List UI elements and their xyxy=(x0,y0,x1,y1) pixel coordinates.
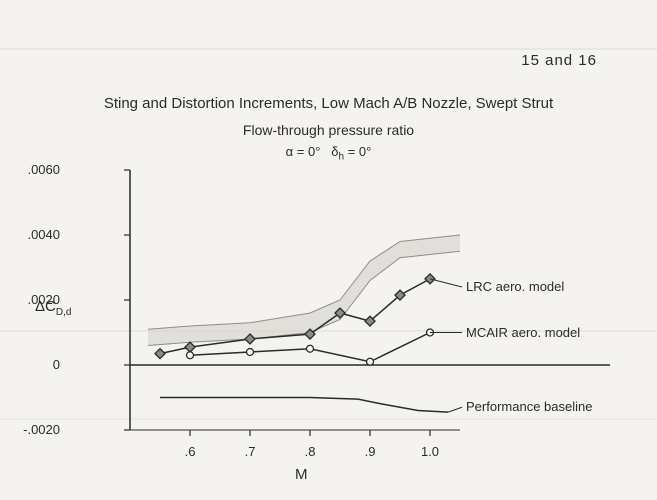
marker-lrc xyxy=(185,342,195,352)
marker-mcair xyxy=(307,345,314,352)
chart-conditions: α = 0° δh = 0° xyxy=(0,144,657,163)
x-tick-label: .6 xyxy=(170,444,210,459)
y-tick-label: .0020 xyxy=(0,292,60,307)
marker-mcair xyxy=(367,358,374,365)
series-line-baseline xyxy=(160,398,448,413)
x-axis-label: M xyxy=(295,466,308,483)
page-number: 15 and 16 xyxy=(521,52,597,69)
lrc-band xyxy=(148,235,460,346)
x-tick-label: .7 xyxy=(230,444,270,459)
leader-baseline xyxy=(448,407,462,412)
marker-mcair xyxy=(187,352,194,359)
chart-area xyxy=(130,170,460,430)
chart-svg xyxy=(130,170,460,430)
y-tick-label: -.0020 xyxy=(0,422,60,437)
chart-subtitle: Flow-through pressure ratio xyxy=(0,122,657,138)
x-tick-label: 1.0 xyxy=(410,444,450,459)
marker-mcair xyxy=(247,349,254,356)
chart-title: Sting and Distortion Increments, Low Mac… xyxy=(0,95,657,112)
x-tick-label: .8 xyxy=(290,444,330,459)
marker-lrc xyxy=(155,349,165,359)
series-label-lrc: LRC aero. model xyxy=(466,279,564,294)
y-tick-label: .0040 xyxy=(0,227,60,242)
x-tick-label: .9 xyxy=(350,444,390,459)
leader-lrc xyxy=(430,279,462,287)
series-label-baseline: Performance baseline xyxy=(466,399,592,414)
y-tick-label: 0 xyxy=(0,357,60,372)
y-tick-label: .0060 xyxy=(0,162,60,177)
series-label-mcair: MCAIR aero. model xyxy=(466,325,580,340)
